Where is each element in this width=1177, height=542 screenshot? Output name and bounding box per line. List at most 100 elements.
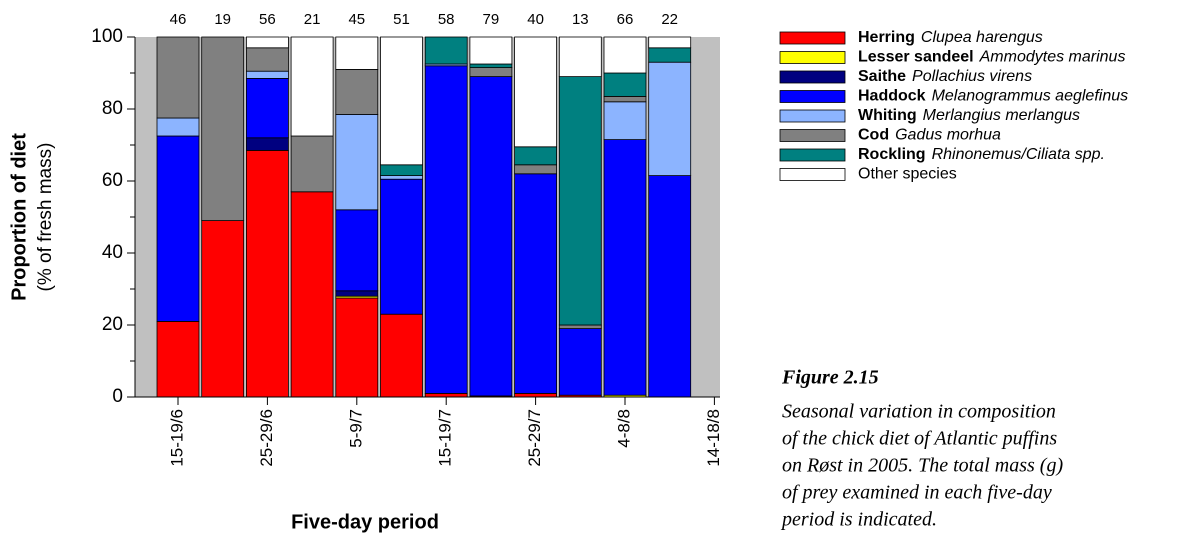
legend-entry: Rockling Rhinonemus/Ciliata spp. — [858, 146, 1105, 163]
bar-segment — [469, 76, 513, 397]
legend-swatch — [779, 109, 846, 123]
caption-line: period is indicated. — [780, 509, 937, 531]
bar-segment — [245, 149, 289, 398]
legend-entry: Herring Clupea harengus — [858, 29, 1043, 46]
x-tick-label: 25-29/7 — [525, 409, 544, 467]
caption-line: of the chick diet of Atlantic puffins — [782, 428, 1057, 450]
legend-name: Other species — [858, 166, 957, 183]
bar-segment — [648, 61, 692, 177]
caption-line: on Røst in 2005. The total mass (g) — [782, 455, 1063, 477]
legend-swatch — [779, 31, 846, 45]
legend-species: Ammodytes marinus — [979, 49, 1126, 66]
bar-segment — [335, 290, 379, 297]
legend-name: Whiting — [858, 107, 917, 124]
bar-segment — [156, 135, 200, 322]
mass-label: 21 — [304, 11, 321, 28]
legend-swatch — [779, 70, 846, 84]
legend-swatch — [779, 148, 846, 162]
bar-segment — [380, 164, 423, 177]
bar-segment — [245, 78, 289, 139]
mass-label: 79 — [483, 11, 500, 28]
bar-segment — [335, 36, 379, 70]
caption-line: Seasonal variation in composition — [782, 401, 1056, 423]
legend-entry: Lesser sandeel Ammodytes marinus — [858, 49, 1125, 66]
caption-line: of prey examined in each five-day — [782, 482, 1052, 504]
y-tick-label: 0 — [112, 386, 123, 407]
y-axis-sublabel: (% of fresh mass) — [35, 143, 56, 292]
legend-entry: Whiting Merlangius merlangus — [858, 107, 1080, 124]
x-tick-label: 15-19/7 — [436, 409, 455, 467]
bar-segment — [424, 65, 468, 394]
legend-swatch — [779, 90, 846, 103]
legend-entry: Haddock Melanogrammus aeglefinus — [858, 88, 1128, 105]
bar-segment — [424, 36, 468, 65]
bar-segment — [424, 392, 468, 398]
legend-species: Pollachius virens — [912, 68, 1032, 85]
legend-entry: Saithe Pollachius virens — [858, 68, 1032, 85]
legend-species: Gadus morhua — [895, 127, 1001, 144]
bar-segment — [558, 76, 602, 326]
y-tick-label: 100 — [91, 26, 123, 47]
bar-segment — [380, 313, 423, 398]
bar-segment — [603, 36, 647, 74]
y-tick-label: 20 — [102, 314, 123, 335]
mass-label: 56 — [259, 11, 276, 28]
bar-segment — [245, 47, 289, 72]
legend-species: Rhinonemus/Ciliata spp. — [932, 146, 1105, 163]
bar-segment — [380, 178, 423, 315]
legend-entry: Other species — [858, 166, 957, 183]
bar-segment — [648, 36, 692, 49]
x-tick-label: 5-9/7 — [346, 409, 365, 448]
bar-segment — [335, 209, 379, 292]
y-tick-label: 80 — [102, 98, 123, 119]
bar-segment — [335, 69, 379, 115]
legend-species: Melanogrammus aeglefinus — [932, 88, 1129, 105]
bar-segment — [558, 36, 602, 77]
bar-segment — [290, 36, 334, 137]
legend-entry: Cod Gadus morhua — [858, 127, 1001, 144]
bar-segment — [514, 36, 557, 148]
x-tick-label: 4-8/8 — [614, 409, 633, 448]
legend-name: Saithe — [858, 68, 906, 85]
bar-segment — [514, 173, 557, 394]
legend-name: Herring — [858, 29, 915, 46]
legend-name: Cod — [858, 127, 889, 144]
bar-segment — [335, 297, 379, 398]
mass-label: 66 — [617, 11, 634, 28]
bar-segment — [469, 36, 513, 65]
bar-segment — [648, 175, 692, 398]
legend-swatch — [779, 51, 846, 64]
mass-label: 46 — [170, 11, 187, 28]
y-axis-label: Proportion of diet — [8, 133, 30, 301]
bar-segment — [558, 328, 602, 396]
bar-segment — [245, 70, 289, 79]
bar-segment — [335, 114, 379, 211]
legend-name: Haddock — [858, 88, 926, 105]
bar-segment — [201, 36, 245, 222]
legend-species: Clupea harengus — [921, 29, 1043, 46]
bar-segment — [469, 67, 513, 77]
y-tick-label: 60 — [102, 170, 123, 191]
mass-label: 51 — [393, 11, 410, 28]
bar-segment — [514, 164, 557, 175]
y-tick-label: 40 — [102, 242, 123, 263]
legend-name: Lesser sandeel — [858, 49, 974, 66]
mass-label: 40 — [527, 11, 544, 28]
bar-segment — [156, 320, 200, 398]
caption-label: Figure 2.15 — [781, 367, 879, 389]
x-axis-label: Five-day period — [291, 511, 439, 533]
mass-label: 13 — [572, 11, 589, 28]
legend-name: Rockling — [858, 146, 926, 163]
bar-segment — [290, 135, 334, 193]
mass-label: 58 — [438, 11, 455, 28]
mass-label: 45 — [348, 11, 365, 28]
bar-segment — [514, 392, 557, 398]
x-tick-label: 14-18/8 — [704, 409, 723, 467]
bar-segment — [603, 72, 647, 97]
bar-segment — [469, 63, 513, 68]
x-tick-label: 15-19/6 — [167, 409, 186, 467]
bar-segment — [603, 96, 647, 103]
bar-segment — [648, 47, 692, 63]
bar-segment — [290, 191, 334, 398]
